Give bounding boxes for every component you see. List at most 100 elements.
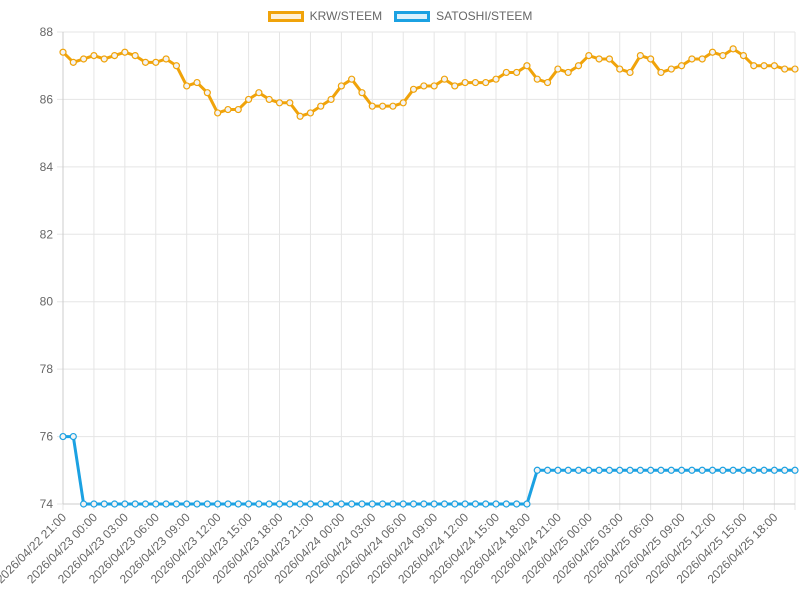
data-point-krw-steem[interactable] [317,102,325,110]
data-point-satoshi-steem[interactable] [729,466,737,474]
data-point-krw-steem[interactable] [152,58,160,66]
data-point-krw-steem[interactable] [409,85,418,93]
data-point-krw-steem[interactable] [296,112,304,120]
data-point-krw-steem[interactable] [791,65,799,73]
data-point-satoshi-steem[interactable] [739,466,748,474]
data-point-krw-steem[interactable] [327,95,335,104]
data-point-satoshi-steem[interactable] [482,500,490,508]
data-point-satoshi-steem[interactable] [193,500,201,508]
data-point-satoshi-steem[interactable] [451,500,459,508]
data-point-satoshi-steem[interactable] [265,500,273,508]
data-point-satoshi-steem[interactable] [358,500,366,508]
data-point-satoshi-steem[interactable] [554,466,562,474]
data-point-krw-steem[interactable] [626,68,634,77]
data-point-krw-steem[interactable] [523,62,531,70]
data-point-satoshi-steem[interactable] [430,500,438,508]
data-point-satoshi-steem[interactable] [327,500,335,508]
data-point-satoshi-steem[interactable] [492,500,500,508]
data-point-satoshi-steem[interactable] [90,500,98,508]
data-point-krw-steem[interactable] [451,82,459,90]
data-point-satoshi-steem[interactable] [306,500,315,508]
data-point-krw-steem[interactable] [306,109,315,117]
data-point-krw-steem[interactable] [121,48,129,56]
data-point-satoshi-steem[interactable] [708,466,717,474]
data-point-satoshi-steem[interactable] [348,500,356,508]
data-point-krw-steem[interactable] [605,55,614,63]
data-point-krw-steem[interactable] [430,82,438,90]
data-point-krw-steem[interactable] [543,78,552,87]
data-point-krw-steem[interactable] [636,51,644,60]
data-point-satoshi-steem[interactable] [585,466,593,474]
data-point-satoshi-steem[interactable] [255,500,263,508]
data-point-satoshi-steem[interactable] [605,466,614,474]
data-point-satoshi-steem[interactable] [677,466,686,474]
data-point-krw-steem[interactable] [533,75,541,83]
data-point-satoshi-steem[interactable] [244,500,253,508]
data-point-satoshi-steem[interactable] [626,466,634,474]
data-point-satoshi-steem[interactable] [110,500,119,508]
data-point-krw-steem[interactable] [719,51,727,60]
data-point-krw-steem[interactable] [781,65,789,73]
data-point-satoshi-steem[interactable] [770,466,778,474]
data-point-satoshi-steem[interactable] [471,500,479,508]
data-point-krw-steem[interactable] [750,62,758,70]
data-point-krw-steem[interactable] [698,55,706,63]
data-point-satoshi-steem[interactable] [368,500,376,508]
data-point-satoshi-steem[interactable] [698,466,706,474]
data-point-krw-steem[interactable] [461,78,469,87]
data-point-satoshi-steem[interactable] [121,500,129,508]
data-point-satoshi-steem[interactable] [286,500,294,508]
data-point-krw-steem[interactable] [214,109,222,117]
data-point-krw-steem[interactable] [440,75,449,83]
data-point-satoshi-steem[interactable] [131,500,139,508]
data-point-krw-steem[interactable] [389,102,397,110]
data-point-satoshi-steem[interactable] [172,500,181,508]
data-point-satoshi-steem[interactable] [234,500,242,508]
data-point-satoshi-steem[interactable] [574,466,583,474]
data-point-krw-steem[interactable] [131,51,139,60]
data-point-krw-steem[interactable] [183,82,191,90]
data-point-krw-steem[interactable] [234,105,242,114]
data-point-satoshi-steem[interactable] [80,500,88,508]
data-point-satoshi-steem[interactable] [760,466,768,474]
data-point-krw-steem[interactable] [760,62,768,70]
data-point-krw-steem[interactable] [729,45,737,53]
data-point-satoshi-steem[interactable] [523,500,531,508]
data-point-krw-steem[interactable] [224,105,232,114]
data-point-krw-steem[interactable] [739,51,748,60]
data-point-krw-steem[interactable] [80,55,88,63]
data-point-krw-steem[interactable] [275,99,284,107]
data-point-satoshi-steem[interactable] [616,466,624,474]
data-point-satoshi-steem[interactable] [275,500,284,508]
data-point-satoshi-steem[interactable] [636,466,644,474]
data-point-satoshi-steem[interactable] [152,500,160,508]
data-point-krw-steem[interactable] [708,48,717,56]
data-point-krw-steem[interactable] [172,62,181,70]
data-point-krw-steem[interactable] [348,75,356,83]
data-point-krw-steem[interactable] [358,89,366,97]
data-point-krw-steem[interactable] [657,68,665,77]
data-point-krw-steem[interactable] [368,102,376,110]
legend-item-krw-steem[interactable]: KRW/STEEM [267,9,382,23]
data-point-satoshi-steem[interactable] [513,500,521,508]
data-point-krw-steem[interactable] [574,62,583,70]
data-point-satoshi-steem[interactable] [750,466,758,474]
data-point-krw-steem[interactable] [482,78,490,87]
data-point-krw-steem[interactable] [203,89,211,97]
data-point-satoshi-steem[interactable] [296,500,304,508]
data-point-satoshi-steem[interactable] [59,432,67,441]
data-point-krw-steem[interactable] [513,68,521,77]
data-point-krw-steem[interactable] [162,55,170,63]
data-point-satoshi-steem[interactable] [440,500,449,508]
data-point-krw-steem[interactable] [688,55,696,63]
data-point-krw-steem[interactable] [90,51,98,60]
data-point-krw-steem[interactable] [379,102,387,110]
data-point-krw-steem[interactable] [193,78,201,87]
data-point-satoshi-steem[interactable] [379,500,387,508]
data-point-krw-steem[interactable] [471,78,479,87]
data-point-krw-steem[interactable] [110,51,119,60]
data-point-satoshi-steem[interactable] [688,466,696,474]
data-point-satoshi-steem[interactable] [533,466,541,474]
data-point-satoshi-steem[interactable] [543,466,552,474]
data-point-satoshi-steem[interactable] [409,500,418,508]
